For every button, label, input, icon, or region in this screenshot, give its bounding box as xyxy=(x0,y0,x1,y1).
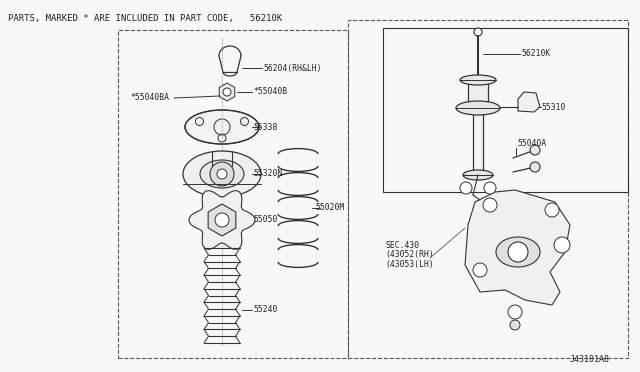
Text: 55020M: 55020M xyxy=(315,203,344,212)
Text: J43101A8: J43101A8 xyxy=(570,356,610,365)
Ellipse shape xyxy=(460,75,496,85)
Text: 55240: 55240 xyxy=(253,305,277,314)
Text: SEC.430: SEC.430 xyxy=(385,241,419,250)
Circle shape xyxy=(530,162,540,172)
Circle shape xyxy=(483,198,497,212)
Polygon shape xyxy=(518,92,540,112)
Text: 55338: 55338 xyxy=(253,122,277,131)
Circle shape xyxy=(210,162,234,186)
Circle shape xyxy=(508,242,528,262)
Bar xyxy=(473,108,483,175)
Text: 55310: 55310 xyxy=(542,103,566,112)
Ellipse shape xyxy=(456,101,500,115)
Text: 56210K: 56210K xyxy=(521,49,550,58)
Bar xyxy=(348,20,628,358)
Polygon shape xyxy=(208,204,236,236)
Circle shape xyxy=(217,169,227,179)
Circle shape xyxy=(474,28,482,36)
Bar xyxy=(118,30,348,358)
Polygon shape xyxy=(465,190,570,305)
Text: (43052(RH): (43052(RH) xyxy=(385,250,434,260)
Text: 55040A: 55040A xyxy=(518,138,547,148)
Text: (43053(LH): (43053(LH) xyxy=(385,260,434,269)
Circle shape xyxy=(510,320,520,330)
Circle shape xyxy=(508,305,522,319)
Ellipse shape xyxy=(183,151,261,197)
Ellipse shape xyxy=(496,237,540,267)
Bar xyxy=(468,80,488,108)
Text: 56204(RH&LH): 56204(RH&LH) xyxy=(263,64,321,73)
Text: 55050: 55050 xyxy=(253,215,277,224)
Circle shape xyxy=(554,237,570,253)
Circle shape xyxy=(223,88,231,96)
Circle shape xyxy=(530,145,540,155)
Ellipse shape xyxy=(185,110,259,144)
Polygon shape xyxy=(189,191,255,249)
Ellipse shape xyxy=(463,170,493,180)
Circle shape xyxy=(215,213,229,227)
Text: *55040BA: *55040BA xyxy=(130,93,169,103)
Circle shape xyxy=(484,182,496,194)
Polygon shape xyxy=(220,83,235,101)
Circle shape xyxy=(545,203,559,217)
Text: 55320N: 55320N xyxy=(253,170,282,179)
Circle shape xyxy=(473,263,487,277)
Circle shape xyxy=(460,182,472,194)
Text: PARTS, MARKED * ARE INCLUDED IN PART CODE,   56210K: PARTS, MARKED * ARE INCLUDED IN PART COD… xyxy=(8,13,282,22)
Bar xyxy=(383,28,628,192)
Ellipse shape xyxy=(200,160,244,188)
Text: *55040B: *55040B xyxy=(253,87,287,96)
